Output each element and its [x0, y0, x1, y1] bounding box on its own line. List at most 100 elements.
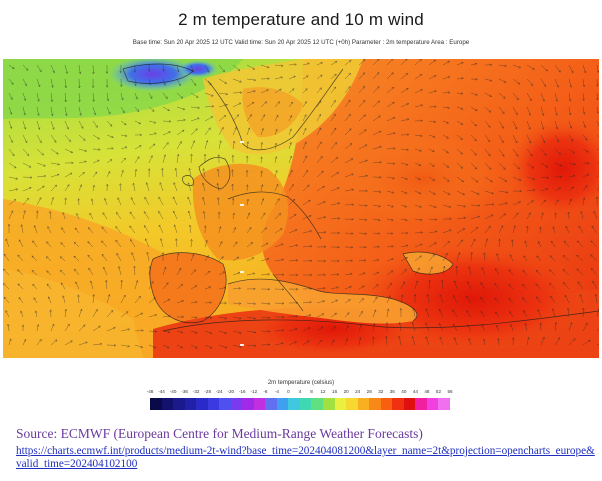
legend-color-swatch — [230, 398, 243, 410]
wind-arrow — [129, 225, 136, 234]
legend-color-swatch — [184, 398, 197, 410]
wind-arrow — [246, 316, 257, 320]
wind-arrow — [456, 61, 464, 66]
legend-color-swatch — [334, 398, 347, 410]
wind-arrow — [218, 140, 222, 150]
wind-arrow — [400, 257, 409, 262]
wind-arrow — [526, 64, 535, 70]
wind-arrow — [288, 229, 298, 234]
wind-arrow — [549, 282, 556, 290]
wind-arrow — [331, 231, 341, 235]
wind-arrow — [526, 188, 536, 192]
wind-arrow — [78, 341, 88, 346]
source-link[interactable]: https://charts.ecmwf.int/products/medium… — [16, 445, 595, 470]
wind-arrow — [176, 118, 186, 122]
wind-arrow — [484, 78, 493, 82]
wind-arrow — [498, 176, 508, 182]
grid-marker — [240, 271, 244, 273]
wind-arrow — [245, 169, 249, 177]
wind-arrow — [470, 251, 473, 262]
wind-arrow — [316, 300, 326, 304]
wind-arrow — [595, 196, 599, 205]
wind-arrow — [438, 322, 444, 332]
wind-arrow — [147, 64, 151, 72]
wind-arrow — [497, 337, 500, 346]
wind-arrow — [8, 92, 13, 101]
wind-arrow — [330, 156, 339, 164]
legend-tick-label: -32 — [192, 389, 200, 394]
wind-arrow — [576, 254, 584, 262]
wind-arrow — [582, 162, 590, 165]
wind-arrow — [106, 92, 110, 102]
legend-color-swatch — [288, 398, 300, 410]
wind-arrow — [540, 92, 545, 102]
wind-arrow — [412, 307, 416, 318]
wind-arrow — [480, 310, 486, 318]
legend-tick-label: 24 — [355, 389, 361, 394]
wind-arrow — [3, 253, 10, 262]
wind-arrow — [344, 299, 351, 304]
wind-arrow — [61, 227, 66, 234]
wind-arrow — [274, 169, 278, 178]
wind-arrow — [218, 226, 222, 234]
wind-arrow — [316, 127, 322, 136]
wind-arrow — [593, 210, 598, 220]
wind-arrow — [104, 197, 108, 206]
wind-arrow — [554, 321, 558, 332]
wind-arrow — [246, 184, 249, 192]
wind-arrow — [274, 243, 284, 248]
wind-arrow — [302, 141, 307, 150]
legend-color-swatch — [196, 398, 208, 410]
wind-arrow — [31, 269, 38, 276]
coastline-italy — [272, 273, 304, 312]
wind-arrow — [92, 134, 100, 140]
wind-arrow — [316, 185, 325, 192]
wind-arrow — [148, 330, 158, 333]
wind-arrow — [218, 126, 224, 136]
wind-arrow — [358, 204, 368, 207]
wind-arrow — [358, 144, 368, 150]
wind-arrow — [46, 241, 52, 248]
wind-arrow — [484, 63, 493, 66]
wind-arrow — [358, 323, 363, 332]
wind-arrows — [3, 59, 599, 349]
wind-arrow — [554, 162, 563, 167]
wind-arrow — [330, 202, 341, 206]
wind-arrow — [115, 226, 122, 234]
wind-arrow — [582, 173, 590, 178]
wind-arrow — [425, 308, 430, 318]
wind-arrow — [386, 132, 396, 136]
wind-arrow — [512, 189, 523, 193]
wind-arrow — [246, 198, 250, 206]
wind-arrow — [551, 308, 556, 318]
wind-arrow — [101, 240, 108, 248]
wind-arrow — [159, 238, 164, 248]
black-sea — [403, 252, 453, 275]
wind-arrow — [524, 240, 528, 248]
temperature-wind-map — [3, 59, 599, 358]
wind-arrow — [330, 73, 337, 80]
wind-arrow — [470, 92, 478, 96]
wind-arrow — [470, 190, 480, 195]
wind-arrow — [442, 204, 452, 208]
wind-arrow — [288, 155, 293, 164]
wind-arrow — [36, 323, 40, 332]
wind-arrow — [33, 297, 38, 304]
wind-arrow — [145, 182, 150, 192]
wind-arrow — [134, 92, 138, 100]
wind-arrow — [344, 113, 351, 122]
wind-arrow — [148, 78, 152, 86]
wind-arrow — [134, 295, 141, 304]
wind-arrow — [143, 224, 150, 234]
wind-arrow — [132, 182, 136, 192]
wind-arrow — [512, 64, 522, 69]
legend-tick-label: -4 — [274, 389, 279, 394]
wind-arrow — [106, 309, 114, 318]
wind-arrow — [596, 148, 599, 150]
wind-arrow — [414, 119, 424, 122]
wind-arrow — [344, 246, 354, 249]
wind-arrow — [596, 92, 599, 101]
wind-arrow — [18, 239, 24, 248]
wind-arrow — [36, 92, 40, 102]
wind-arrow — [64, 64, 69, 75]
